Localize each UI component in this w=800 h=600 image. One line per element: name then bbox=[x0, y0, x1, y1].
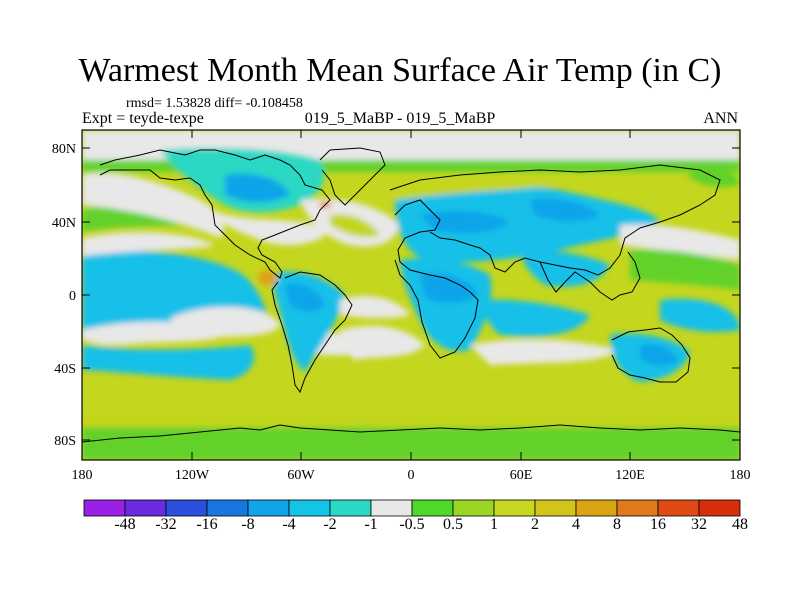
colorbar-label: -2 bbox=[323, 516, 337, 533]
map-title: Warmest Month Mean Surface Air Temp (in … bbox=[78, 52, 722, 89]
lat-label: 80N bbox=[52, 142, 76, 157]
colorbar-label: 1 bbox=[490, 516, 498, 533]
lon-label: 180 bbox=[730, 468, 751, 483]
coastlines bbox=[82, 147, 740, 443]
lon-label: 0 bbox=[408, 468, 415, 483]
season-label: ANN bbox=[703, 110, 738, 127]
colorbar-swatch bbox=[124, 499, 167, 517]
colorbar-label: 8 bbox=[613, 516, 621, 533]
colorbar-label: 0.5 bbox=[443, 516, 463, 533]
colorbar-swatch bbox=[288, 499, 331, 517]
colorbar-swatch bbox=[493, 499, 536, 517]
colorbar-swatch bbox=[247, 499, 290, 517]
colorbar-label: -48 bbox=[114, 516, 136, 533]
axis-ticks bbox=[81, 130, 741, 460]
lat-label: 80S bbox=[54, 434, 76, 449]
colorbar-swatch bbox=[206, 499, 249, 517]
colorbar-label: 4 bbox=[572, 516, 580, 533]
colorbar-swatch bbox=[698, 499, 741, 517]
colorbar-labels: -48 -32 -16 -8 -4 -2 -1 -0.5 0.5 1 2 4 8 16 32 48 bbox=[0, 516, 800, 538]
colorbar-swatch bbox=[534, 499, 577, 517]
colorbar-swatch bbox=[452, 499, 495, 517]
experiment-label: Expt = teyde-texpe bbox=[82, 110, 204, 127]
colorbar-label: -32 bbox=[155, 516, 177, 533]
colorbar-swatch bbox=[165, 499, 208, 517]
colorbar-swatch bbox=[411, 499, 454, 517]
stats-text: rmsd= 1.53828 diff= -0.108458 bbox=[126, 96, 303, 111]
colorbar-label: -0.5 bbox=[399, 516, 425, 533]
colorbar bbox=[83, 499, 741, 517]
cases-label: 019_5_MaBP - 019_5_MaBP bbox=[304, 110, 496, 127]
lat-label: 0 bbox=[69, 289, 76, 304]
colorbar-swatch bbox=[616, 499, 659, 517]
colorbar-swatch bbox=[370, 499, 413, 517]
colorbar-label: 2 bbox=[531, 516, 539, 533]
lon-label: 180 bbox=[72, 468, 93, 483]
colorbar-label: 48 bbox=[732, 516, 748, 533]
lat-label: 40S bbox=[54, 362, 76, 377]
lon-label: 120W bbox=[175, 468, 210, 483]
colorbar-swatch bbox=[657, 499, 700, 517]
colorbar-label: 16 bbox=[650, 516, 666, 533]
lon-label: 60W bbox=[287, 468, 315, 483]
colorbar-swatch bbox=[329, 499, 372, 517]
lat-label: 40N bbox=[52, 216, 76, 231]
lon-label: 60E bbox=[510, 468, 533, 483]
colorbar-swatch bbox=[575, 499, 618, 517]
colorbar-swatch bbox=[83, 499, 126, 517]
lon-label: 120E bbox=[615, 468, 645, 483]
colorbar-label: -4 bbox=[282, 516, 296, 533]
colorbar-label: -8 bbox=[241, 516, 255, 533]
colorbar-label: 32 bbox=[691, 516, 707, 533]
colorbar-label: -1 bbox=[364, 516, 378, 533]
colorbar-label: -16 bbox=[196, 516, 218, 533]
